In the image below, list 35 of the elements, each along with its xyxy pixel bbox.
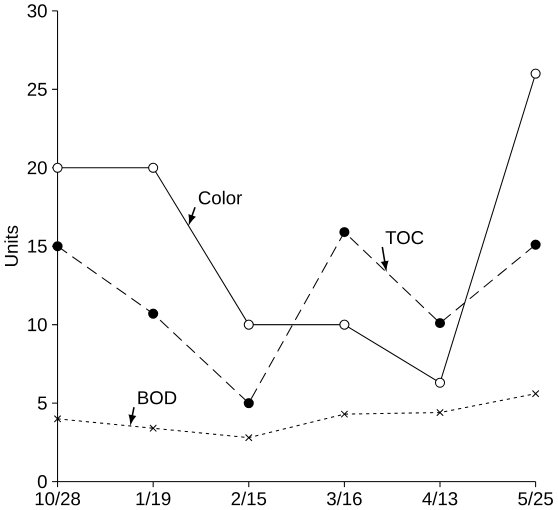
- point: [244, 398, 254, 408]
- y-tick-label: 5: [38, 396, 47, 410]
- point: [340, 410, 348, 418]
- x-tick-label: 2/15: [232, 492, 266, 506]
- point: [530, 68, 541, 79]
- point: [149, 424, 157, 432]
- point: [532, 390, 540, 398]
- y-tick-label: 25: [28, 82, 47, 96]
- point: [148, 308, 158, 319]
- y-tick-label: 10: [28, 318, 47, 332]
- point: [52, 162, 63, 173]
- x-tick-label: 3/16: [327, 492, 362, 506]
- point: [434, 378, 446, 388]
- series-label: BOD: [138, 391, 176, 405]
- x-tick-label: 4/13: [422, 492, 458, 506]
- point: [245, 434, 252, 442]
- y-tick-label: 20: [28, 161, 47, 175]
- point: [436, 409, 444, 416]
- point: [339, 320, 350, 330]
- x-tick-label: 10/28: [36, 492, 80, 506]
- point: [434, 318, 446, 328]
- y-tick-label: 30: [28, 4, 47, 18]
- y-tick-label: 15: [28, 240, 47, 253]
- x-tick-label: 1/19: [136, 492, 170, 506]
- point: [244, 320, 254, 330]
- point: [339, 227, 350, 238]
- series-label: TOC: [386, 231, 424, 244]
- y-tick-label: 0: [38, 475, 47, 488]
- y-axis-title: Units: [4, 226, 18, 266]
- x-tick-label: 5/25: [518, 492, 553, 506]
- point: [530, 240, 541, 250]
- point: [52, 241, 63, 252]
- point: [54, 415, 62, 423]
- series-label: Color: [198, 190, 242, 205]
- point: [148, 162, 158, 173]
